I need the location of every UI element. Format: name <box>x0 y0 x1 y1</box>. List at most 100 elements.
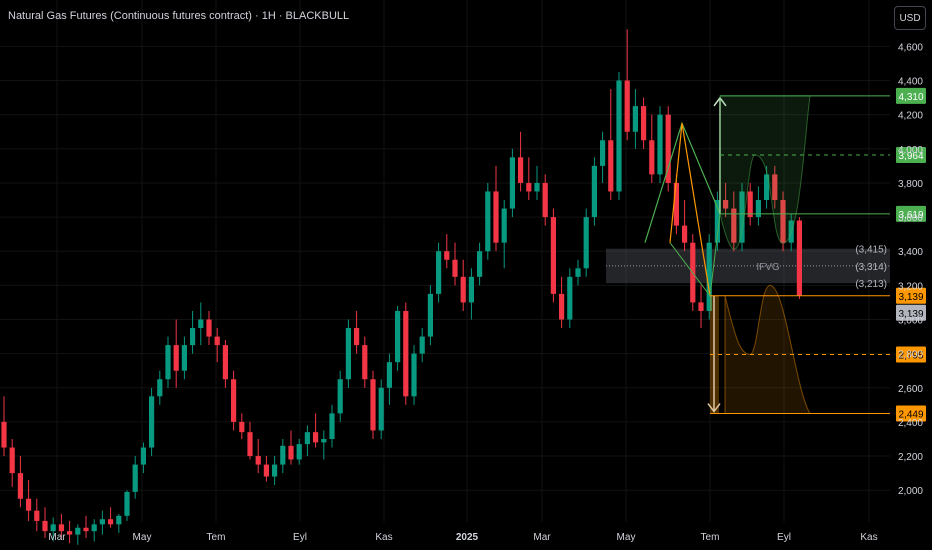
candle-body <box>149 396 155 448</box>
candle-body <box>649 140 655 175</box>
candle-body <box>337 379 343 414</box>
candle <box>362 336 368 388</box>
candle-body <box>477 251 483 277</box>
candle-body <box>632 106 638 132</box>
price-tag-label: 2,449 <box>898 410 923 421</box>
candle <box>345 319 351 388</box>
candle <box>91 519 97 542</box>
candle-body <box>411 353 417 397</box>
candle <box>83 515 89 538</box>
candle <box>239 413 245 439</box>
x-tick-label: Mar <box>533 532 551 543</box>
candle <box>419 328 425 363</box>
candle-body <box>67 531 73 535</box>
candle <box>772 165 778 209</box>
candle <box>567 268 573 329</box>
candle <box>272 456 278 486</box>
candle-body <box>206 319 212 337</box>
candle-body <box>329 413 335 439</box>
candle-body <box>501 208 507 243</box>
candle-body <box>665 114 671 183</box>
y-tick-label: 3,000 <box>898 316 923 327</box>
candle <box>436 242 442 303</box>
candle <box>559 276 565 329</box>
candle-body <box>83 527 89 532</box>
price-tag: 2,449 <box>896 405 926 422</box>
bearish-projection-area <box>724 284 811 415</box>
candle-body <box>624 80 630 132</box>
candle <box>624 29 630 141</box>
candle <box>337 370 343 422</box>
candle-body <box>698 302 704 311</box>
candle <box>313 413 319 448</box>
candle-body <box>157 379 163 397</box>
y-tick-label: 4,200 <box>898 111 923 122</box>
candle <box>370 370 376 439</box>
candle <box>263 456 269 482</box>
candle-body <box>542 182 548 218</box>
y-tick-label: 3,400 <box>898 247 923 258</box>
candle <box>255 438 261 474</box>
candle-body <box>140 447 146 465</box>
price-tag-bg <box>896 205 926 222</box>
y-tick-label: 2,800 <box>898 350 923 361</box>
candle <box>665 106 671 192</box>
candle <box>731 191 737 252</box>
candle-body <box>723 200 729 209</box>
candle <box>460 259 466 311</box>
candle-body <box>26 498 32 511</box>
candle-body <box>181 345 187 371</box>
candle <box>477 242 483 286</box>
candle-body <box>165 345 171 380</box>
candle-body <box>263 464 269 477</box>
price-axis[interactable]: 2,000 2,200 2,400 2,600 2,800 3,000 3,200 3,400… <box>898 42 923 497</box>
candle <box>222 339 228 388</box>
ifvg-level-label: (3,213) <box>855 279 887 290</box>
candle <box>501 200 507 269</box>
candle <box>542 174 548 226</box>
candle <box>165 336 171 388</box>
chart-title: Natural Gas Futures (Continuous futures … <box>8 10 350 22</box>
candle <box>190 310 196 354</box>
y-tick-label: 4,600 <box>898 42 923 53</box>
price-tag: 3,964 <box>896 146 926 163</box>
candle-body <box>108 519 114 525</box>
candle <box>296 438 302 465</box>
candle <box>395 305 401 371</box>
candle <box>198 302 204 346</box>
y-tick-label: 3,800 <box>898 179 923 190</box>
candle-body <box>272 464 278 477</box>
candle <box>534 165 540 201</box>
candle-body <box>731 208 737 243</box>
price-tag-label: 3,964 <box>898 151 923 162</box>
candle-body <box>222 345 228 380</box>
candle <box>468 268 474 320</box>
time-axis[interactable]: Mar May Tem Eyl Kas 2025 Mar May Tem Eyl Kas <box>48 532 877 543</box>
current-price-label: 3,139 <box>898 309 923 320</box>
candle-body <box>1 421 7 448</box>
candle <box>796 217 802 300</box>
candle-body <box>190 328 196 346</box>
ifvg-zone: IFVG (3,415) (3,314) (3,213) <box>606 245 890 290</box>
candle-body <box>132 464 138 492</box>
candle-body <box>75 527 81 535</box>
y-tick-label: 3,200 <box>898 281 923 292</box>
candle <box>354 310 360 354</box>
currency-button[interactable]: USD <box>894 6 926 30</box>
candle <box>42 507 48 538</box>
projection-drawings <box>644 95 811 415</box>
candle-body <box>583 217 589 269</box>
candle <box>17 456 23 508</box>
price-tag: 3,619 <box>896 205 926 222</box>
candle-body <box>739 191 745 243</box>
candle-body <box>239 421 245 433</box>
candle <box>575 259 581 286</box>
candle <box>173 319 179 388</box>
candle-body <box>526 182 532 192</box>
candle <box>583 208 589 277</box>
target-arrow-down-head <box>707 403 721 413</box>
candle <box>747 182 753 226</box>
candle-body <box>214 336 220 346</box>
candle <box>214 328 220 363</box>
